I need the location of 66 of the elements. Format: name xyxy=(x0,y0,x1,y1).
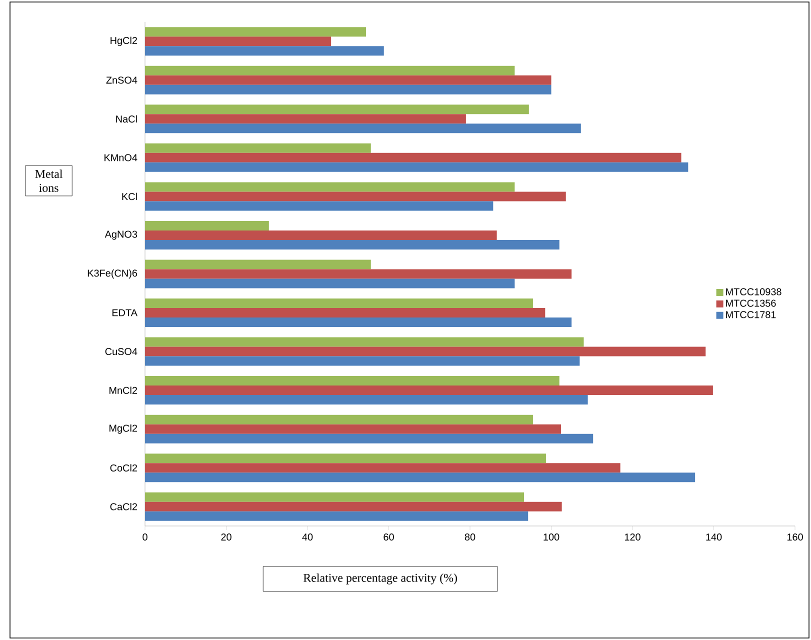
x-tick-label: 80 xyxy=(464,534,476,541)
bar xyxy=(145,46,384,56)
x-tick-label: 20 xyxy=(221,534,232,541)
bar xyxy=(145,278,515,288)
y-tick-label: CuSO4 xyxy=(105,348,138,356)
bar xyxy=(145,36,332,46)
x-tick-label: 140 xyxy=(706,534,722,541)
legend-label: MTCC1356 xyxy=(726,300,776,307)
bar xyxy=(145,220,269,230)
x-axis-title: Relative percentage activity (%) xyxy=(303,573,457,584)
bar xyxy=(145,454,546,464)
x-tick-label: 60 xyxy=(384,534,394,541)
y-tick-label: MgCl2 xyxy=(110,424,137,434)
x-tick-label: 120 xyxy=(624,534,640,541)
y-tick-label: NaCl xyxy=(116,115,137,123)
y-tick-label: KCl xyxy=(122,192,137,200)
bar xyxy=(145,240,560,250)
y-tick-label: EDTA xyxy=(112,309,138,316)
y-axis-title: Metal ions xyxy=(35,170,63,192)
y-tick-label: K3Fe(CN)6 xyxy=(88,269,138,279)
y-tick-label: KMnO4 xyxy=(104,154,138,162)
bar xyxy=(145,260,371,270)
bar xyxy=(145,414,533,424)
bar xyxy=(145,298,533,308)
bar xyxy=(145,27,366,37)
bar xyxy=(145,308,546,318)
y-tick-label: AgNO3 xyxy=(104,230,138,240)
bar xyxy=(145,162,688,172)
bar xyxy=(145,124,581,134)
bar xyxy=(145,502,562,512)
legend-label: MTCC1781 xyxy=(726,311,776,318)
x-tick-label: 160 xyxy=(787,534,803,541)
bar xyxy=(145,230,497,240)
bar xyxy=(145,511,528,521)
bar xyxy=(145,192,566,202)
x-tick-label: 40 xyxy=(302,534,313,541)
bar xyxy=(145,376,560,386)
bar xyxy=(145,114,466,124)
bar xyxy=(145,143,371,153)
bar xyxy=(145,84,552,94)
bar xyxy=(145,356,580,366)
x-tick-label: 100 xyxy=(544,534,560,541)
y-tick-label: MnCl2 xyxy=(110,386,137,394)
bar xyxy=(145,152,682,162)
bar xyxy=(145,434,594,444)
bar xyxy=(145,472,696,482)
bar xyxy=(145,424,562,434)
bar xyxy=(145,201,494,211)
bar xyxy=(145,75,552,85)
x-tick-label: 0 xyxy=(142,534,148,541)
bar xyxy=(145,182,515,192)
bar xyxy=(145,386,713,396)
bar xyxy=(145,395,588,405)
bar xyxy=(145,269,572,279)
bar xyxy=(145,337,584,347)
y-tick-label: CoCl2 xyxy=(110,464,137,472)
y-tick-label: CaCl2 xyxy=(110,502,137,510)
bar xyxy=(145,346,706,356)
y-tick-label: ZnSO4 xyxy=(106,76,138,84)
y-tick-label: HgCl2 xyxy=(110,36,137,46)
legend-label: MTCC10938 xyxy=(726,288,782,296)
bar xyxy=(145,318,572,328)
bar xyxy=(145,66,515,76)
bar xyxy=(145,492,524,502)
bar xyxy=(145,463,620,473)
bar xyxy=(145,104,529,114)
